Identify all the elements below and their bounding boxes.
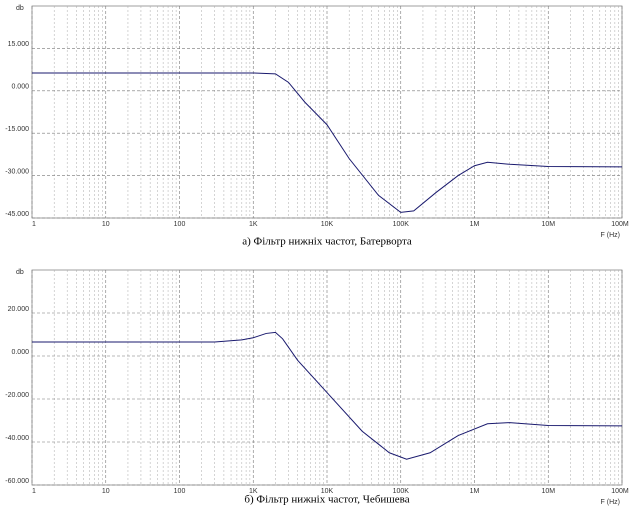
y-tick-label: 15.000 [8,41,30,48]
x-tick-label: 10 [102,221,110,228]
x-tick-label: 100K [393,488,410,495]
chart-title: б) Фільтр нижніх частот, Чебишева [244,494,409,506]
x-tick-label: 100 [174,221,186,228]
y-tick-label: -30.000 [5,168,29,175]
x-tick-label: 10K [321,488,334,495]
x-tick-label: 10M [541,488,555,495]
y-tick-label: -60.000 [5,478,29,485]
x-tick-label: 1M [470,221,480,228]
y-axis-label: db [16,5,24,12]
line [32,72,623,213]
y-axis-label: db [16,269,24,276]
x-tick-label: 10K [321,221,334,228]
x-axis-label: F (Hz) [601,232,620,239]
x-tick-label: 100M [611,221,629,228]
x-tick-label: 1 [32,221,36,228]
x-tick-label: 100 [174,488,186,495]
y-tick-label: -20.000 [5,392,29,399]
x-axis-label: F (Hz) [601,499,620,506]
x-tick-label: 1K [249,221,258,228]
x-tick-label: 1M [470,488,480,495]
y-tick-label: -15.000 [5,126,29,133]
y-tick-label: -40.000 [5,435,29,442]
line [32,331,623,460]
x-tick-label: 100M [611,488,629,495]
y-tick-label: 20.000 [8,306,30,313]
x-tick-label: 10M [541,221,555,228]
x-tick-label: 100K [393,221,410,228]
x-tick-label: 1 [32,488,36,495]
x-tick-label: 1K [249,488,258,495]
x-tick-label: 10 [102,488,110,495]
y-tick-label: -45.000 [5,211,29,218]
y-tick-label: 0.000 [11,84,29,91]
y-tick-label: 0.000 [11,349,29,356]
chart-title: а) Фільтр нижніх частот, Батерворта [242,236,412,248]
